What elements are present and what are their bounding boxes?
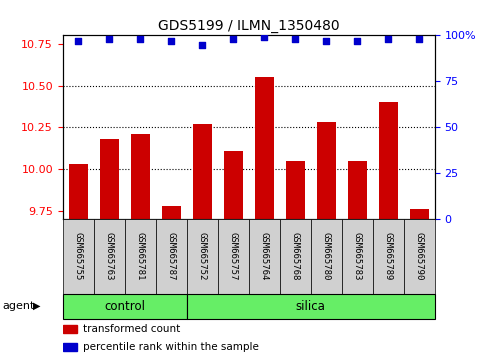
Point (74, 38, 82, 44)
Bar (286, 161, 304, 219)
FancyBboxPatch shape (373, 219, 404, 294)
Bar (410, 210, 428, 219)
Point (415, 36, 423, 42)
Text: GSM665755: GSM665755 (74, 233, 83, 281)
FancyBboxPatch shape (63, 325, 77, 333)
FancyBboxPatch shape (94, 219, 125, 294)
Point (322, 38, 330, 44)
Bar (100, 139, 118, 219)
Text: GSM665783: GSM665783 (353, 233, 362, 281)
Point (105, 36, 113, 42)
Text: GSM665757: GSM665757 (229, 233, 238, 281)
Bar (131, 134, 150, 219)
FancyBboxPatch shape (63, 219, 94, 294)
Bar (224, 151, 242, 219)
Text: ▶: ▶ (33, 301, 41, 311)
Text: agent: agent (2, 301, 35, 311)
Bar (255, 77, 273, 219)
Text: silica: silica (296, 300, 326, 313)
Bar (193, 124, 212, 219)
FancyBboxPatch shape (404, 219, 435, 294)
Bar (69, 164, 87, 219)
Bar (348, 161, 367, 219)
FancyBboxPatch shape (187, 219, 218, 294)
Bar (162, 206, 181, 219)
Title: GDS5199 / ILMN_1350480: GDS5199 / ILMN_1350480 (158, 19, 340, 33)
Text: GSM665780: GSM665780 (322, 233, 331, 281)
Text: GSM665763: GSM665763 (105, 233, 114, 281)
FancyBboxPatch shape (311, 219, 342, 294)
Text: GSM665768: GSM665768 (291, 233, 300, 281)
Text: GSM665752: GSM665752 (198, 233, 207, 281)
FancyBboxPatch shape (218, 219, 249, 294)
FancyBboxPatch shape (125, 219, 156, 294)
FancyBboxPatch shape (249, 219, 280, 294)
Bar (317, 122, 336, 219)
Text: percentile rank within the sample: percentile rank within the sample (83, 342, 259, 352)
Text: control: control (104, 300, 145, 313)
Point (260, 34, 268, 40)
Text: GSM665790: GSM665790 (415, 233, 424, 281)
Text: GSM665764: GSM665764 (260, 233, 269, 281)
FancyBboxPatch shape (156, 219, 187, 294)
Text: GSM665787: GSM665787 (167, 233, 176, 281)
Point (168, 38, 175, 44)
FancyBboxPatch shape (63, 294, 187, 319)
FancyBboxPatch shape (342, 219, 373, 294)
FancyBboxPatch shape (63, 343, 77, 351)
FancyBboxPatch shape (280, 219, 311, 294)
Point (291, 36, 299, 42)
Point (384, 36, 392, 42)
Point (354, 38, 361, 44)
Text: transformed count: transformed count (83, 325, 180, 335)
Point (199, 42, 206, 47)
FancyBboxPatch shape (187, 294, 435, 319)
Bar (379, 102, 398, 219)
Text: GSM665781: GSM665781 (136, 233, 145, 281)
Point (229, 36, 237, 42)
Text: GSM665789: GSM665789 (384, 233, 393, 281)
Point (136, 36, 144, 42)
